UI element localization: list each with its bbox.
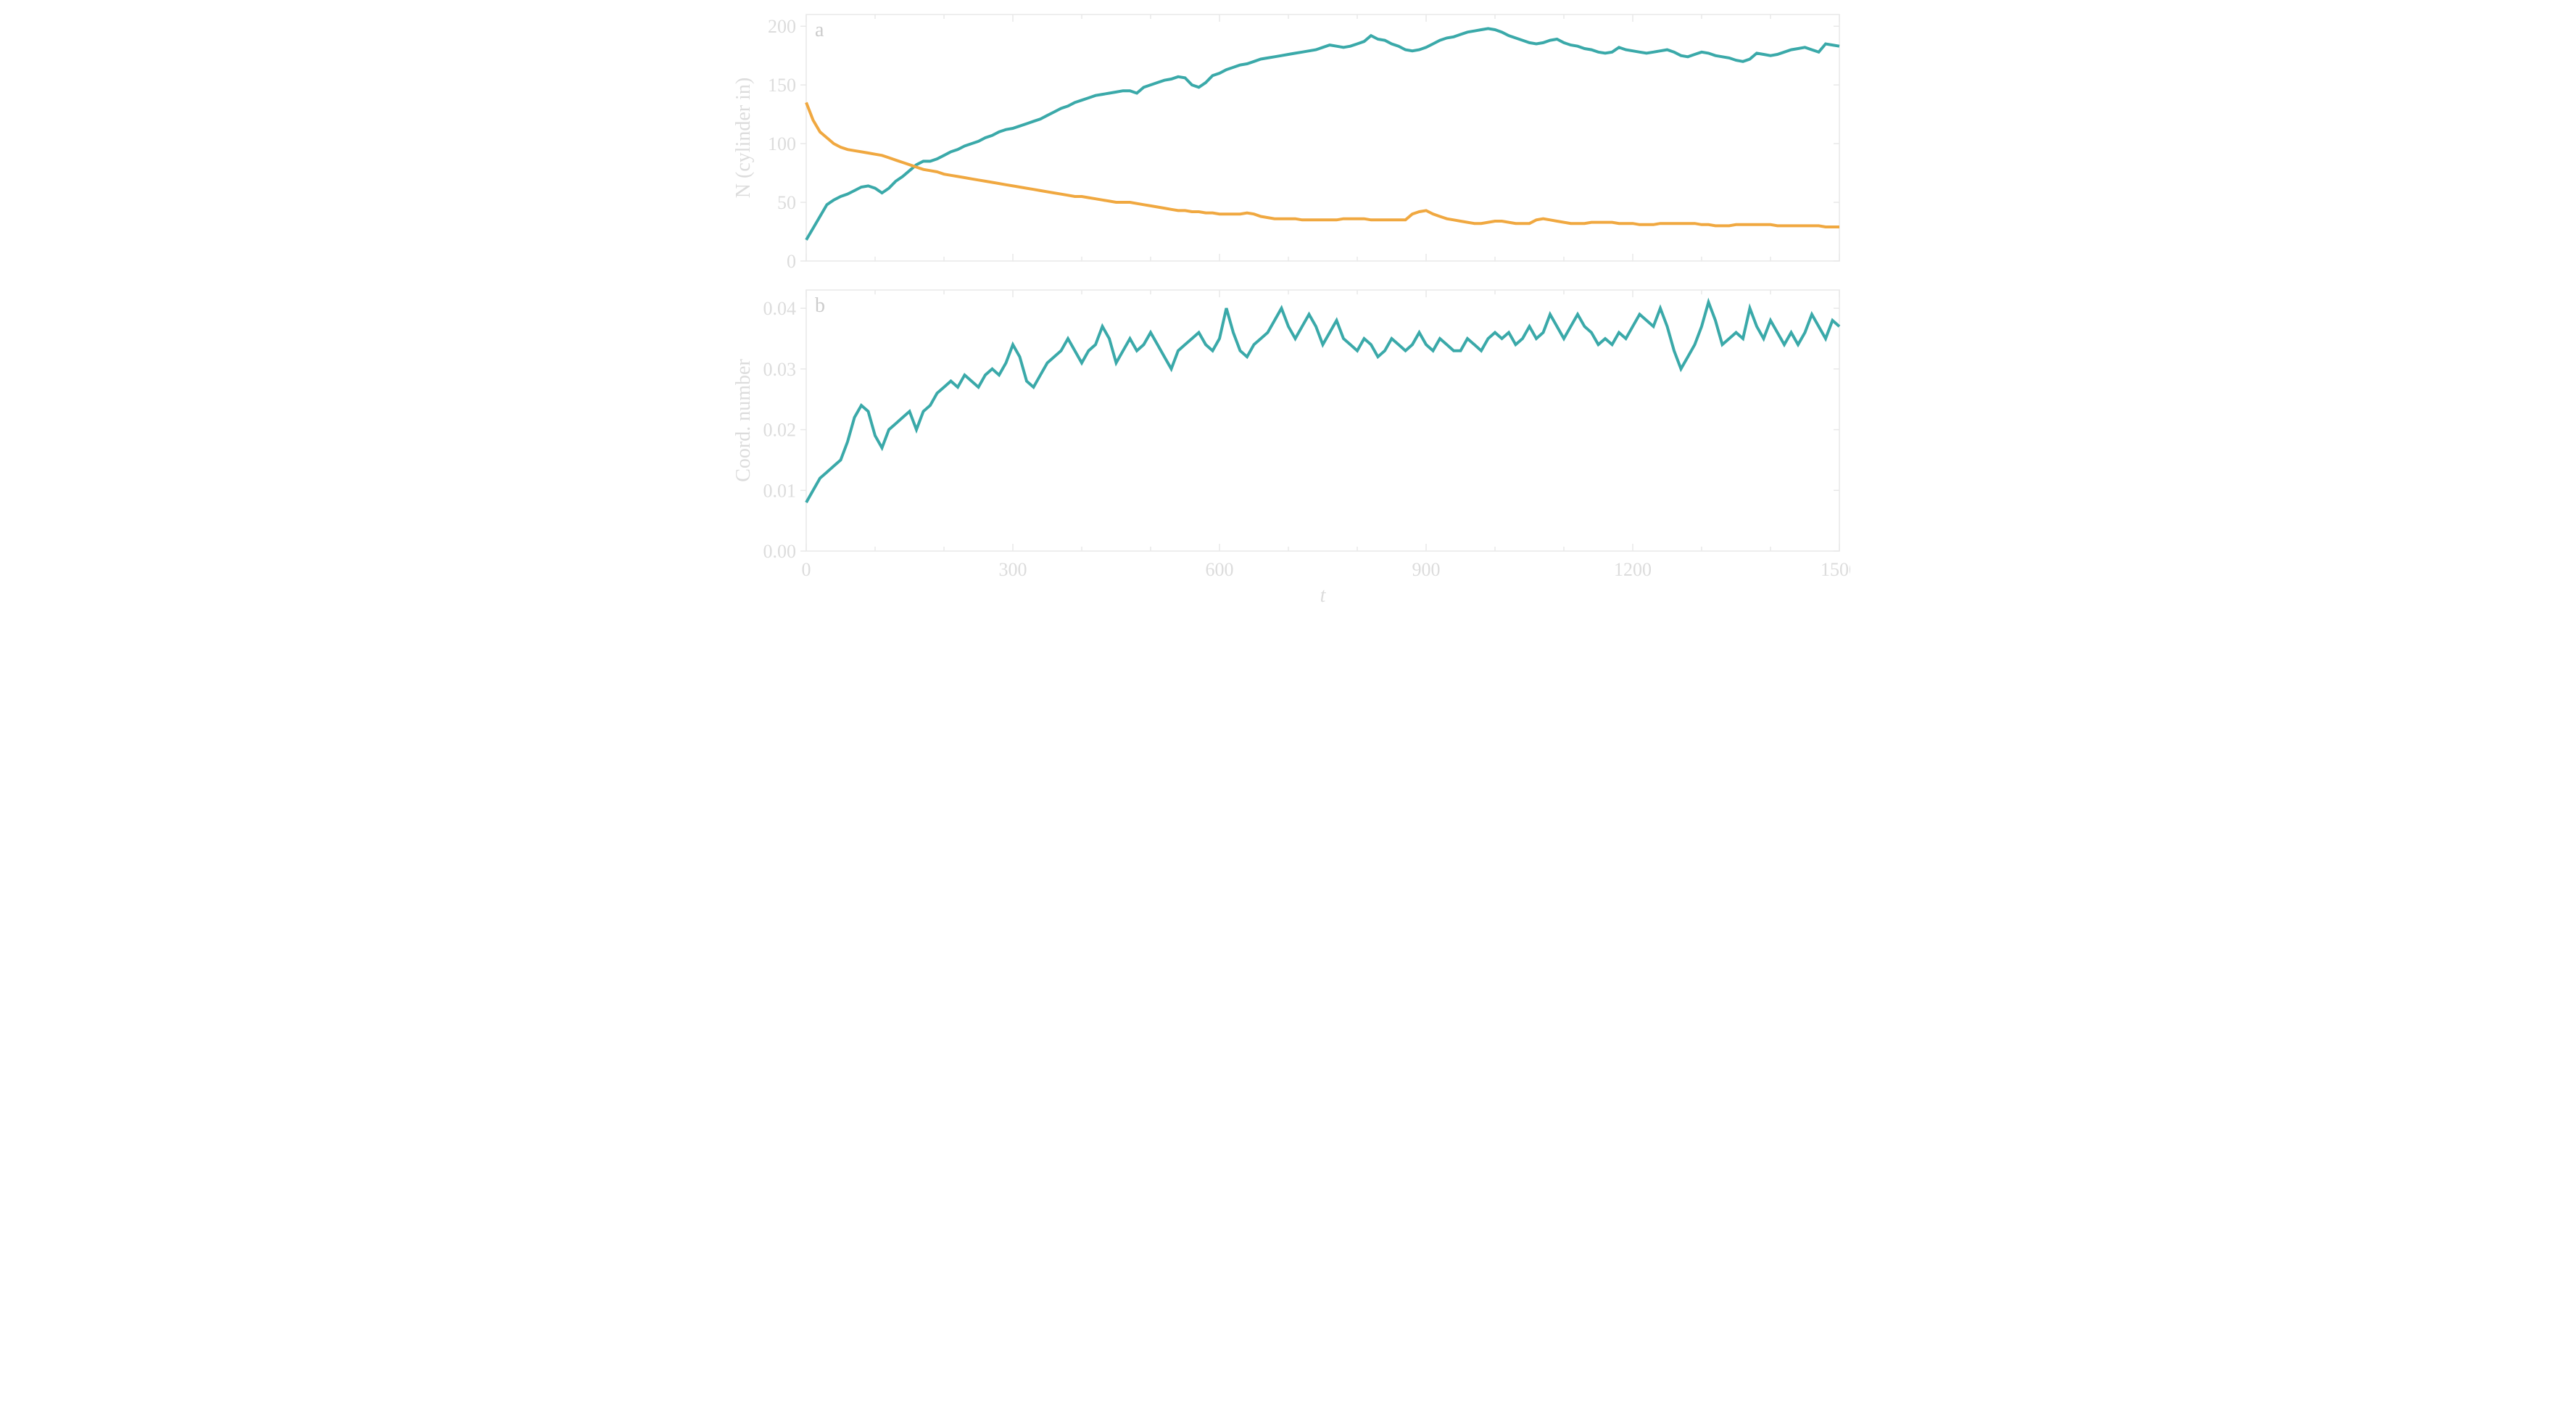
panel-b-series-teal bbox=[806, 302, 1839, 502]
panel-a-series-teal bbox=[806, 28, 1839, 240]
panel-b-ylabel: Coord. number bbox=[732, 359, 755, 482]
panel-a-ylabel: N (cylinder in) bbox=[732, 78, 755, 198]
panel-a-ytick-label: 100 bbox=[768, 133, 796, 154]
chart-container: 0 50 100 150 200 N (cylinder in) a 0.00 0.01 0.02… bbox=[726, 0, 1850, 624]
xtick-label: 600 bbox=[1205, 559, 1233, 580]
panel-b-ytick-label: 0.00 bbox=[763, 541, 796, 562]
panel-b-corner-label: b bbox=[815, 294, 825, 317]
panel-b-ytick-label: 0.02 bbox=[763, 420, 796, 441]
panel-a-ytick-label: 150 bbox=[768, 75, 796, 96]
xtick-label: 0 bbox=[801, 559, 811, 580]
panel-a-series-orange bbox=[806, 102, 1839, 227]
panel-a-ytick-label: 200 bbox=[768, 16, 796, 37]
panel-b-ytick-label: 0.04 bbox=[763, 298, 796, 319]
panel-b-ytick-label: 0.01 bbox=[763, 480, 796, 501]
panel-a-corner-label: a bbox=[815, 19, 824, 41]
xtick-label: 300 bbox=[998, 559, 1027, 580]
panel-b-frame bbox=[806, 290, 1839, 551]
panel-a-ytick-label: 50 bbox=[777, 192, 796, 213]
chart-svg: 0 50 100 150 200 N (cylinder in) a 0.00 0.01 0.02… bbox=[726, 0, 1850, 624]
panel-b-ytick-label: 0.03 bbox=[763, 359, 796, 380]
panel-a-ytick-label: 0 bbox=[787, 251, 796, 272]
xtick-label: 1500 bbox=[1821, 559, 1850, 580]
xtick-label: 1200 bbox=[1614, 559, 1652, 580]
x-axis-label: t bbox=[1320, 584, 1326, 607]
xtick-label: 900 bbox=[1412, 559, 1440, 580]
